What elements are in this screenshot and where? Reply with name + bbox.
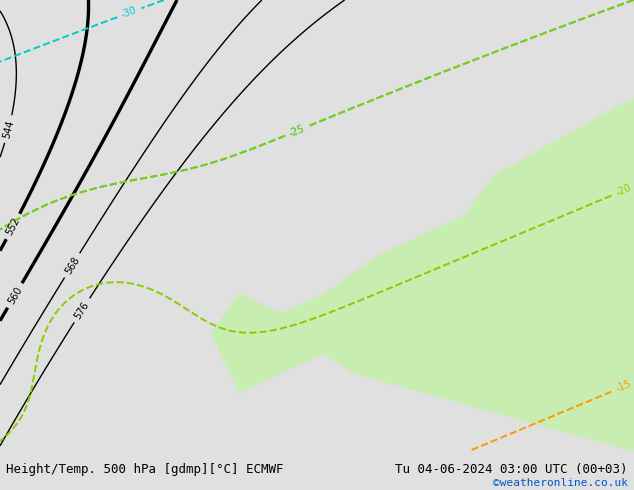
Text: -20: -20	[614, 183, 633, 198]
Text: 560: 560	[6, 285, 24, 306]
Text: 552: 552	[4, 216, 22, 237]
Polygon shape	[211, 98, 634, 451]
Text: ©weatheronline.co.uk: ©weatheronline.co.uk	[493, 478, 628, 488]
Text: 544: 544	[1, 119, 16, 139]
Text: 576: 576	[73, 300, 91, 321]
Text: Tu 04-06-2024 03:00 UTC (00+03): Tu 04-06-2024 03:00 UTC (00+03)	[395, 463, 628, 476]
Text: Height/Temp. 500 hPa [gdmp][°C] ECMWF: Height/Temp. 500 hPa [gdmp][°C] ECMWF	[6, 463, 284, 476]
Text: -25: -25	[288, 123, 306, 139]
Text: 568: 568	[63, 255, 81, 276]
Text: -15: -15	[614, 379, 633, 394]
Text: -30: -30	[120, 5, 138, 20]
Text: -25: -25	[288, 123, 306, 139]
